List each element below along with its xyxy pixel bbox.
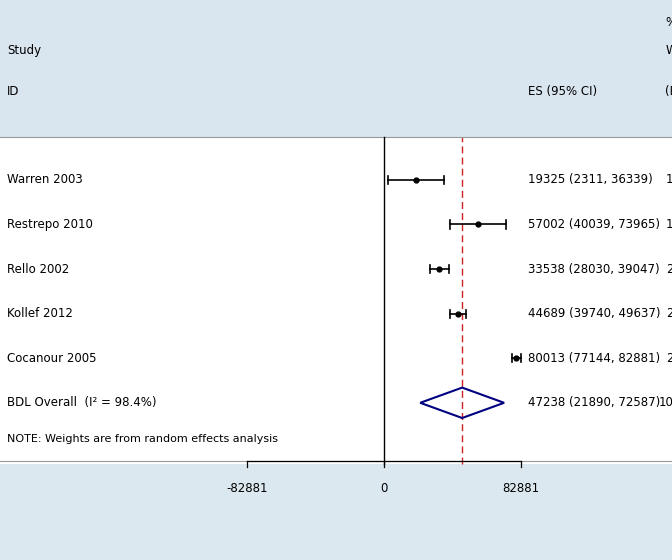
Text: Cocanour 2005: Cocanour 2005	[7, 352, 96, 365]
Text: 20.59: 20.59	[666, 263, 672, 276]
Text: 80013 (77144, 82881): 80013 (77144, 82881)	[528, 352, 660, 365]
Text: ES (95% CI): ES (95% CI)	[528, 85, 597, 97]
Text: 19.01: 19.01	[666, 174, 672, 186]
Text: 19.02: 19.02	[666, 218, 672, 231]
Text: Restrepo 2010: Restrepo 2010	[7, 218, 93, 231]
Text: Weight: Weight	[665, 44, 672, 57]
Text: 57002 (40039, 73965): 57002 (40039, 73965)	[528, 218, 660, 231]
Text: Kollef 2012: Kollef 2012	[7, 307, 73, 320]
Text: -82881: -82881	[226, 482, 267, 496]
Text: 100.00: 100.00	[659, 396, 672, 409]
Text: 33538 (28030, 39047): 33538 (28030, 39047)	[528, 263, 660, 276]
Text: 20.63: 20.63	[666, 307, 672, 320]
Text: (BDL): (BDL)	[665, 85, 672, 97]
Text: Rello 2002: Rello 2002	[7, 263, 69, 276]
Bar	[0, 0, 672, 137]
Text: 82881: 82881	[503, 482, 540, 496]
Text: 0: 0	[380, 482, 388, 496]
Text: 47238 (21890, 72587): 47238 (21890, 72587)	[528, 396, 661, 409]
Text: NOTE: Weights are from random effects analysis: NOTE: Weights are from random effects an…	[7, 435, 278, 444]
Text: 19325 (2311, 36339): 19325 (2311, 36339)	[528, 174, 653, 186]
Text: 20.74: 20.74	[666, 352, 672, 365]
Text: 44689 (39740, 49637): 44689 (39740, 49637)	[528, 307, 661, 320]
Text: BDL Overall  (I² = 98.4%): BDL Overall (I² = 98.4%)	[7, 396, 157, 409]
Text: Warren 2003: Warren 2003	[7, 174, 83, 186]
Text: Study: Study	[7, 44, 41, 57]
Text: ID: ID	[7, 85, 19, 97]
Bar	[0, 137, 672, 464]
Text: %: %	[665, 16, 672, 29]
